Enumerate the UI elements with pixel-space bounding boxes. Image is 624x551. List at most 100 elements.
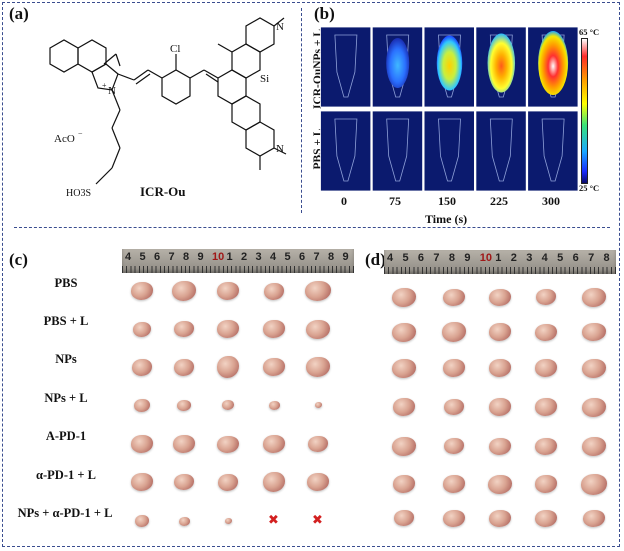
tumor bbox=[177, 399, 191, 411]
temp-max-label: 65 °C bbox=[579, 27, 600, 37]
tumor bbox=[489, 359, 511, 377]
tumor bbox=[582, 323, 606, 341]
tumor bbox=[217, 435, 239, 453]
tumor bbox=[393, 475, 415, 493]
indole-ring bbox=[91, 63, 119, 91]
tumor bbox=[392, 358, 416, 378]
charge-minus: − bbox=[78, 129, 83, 138]
tumor bbox=[444, 438, 464, 454]
tumor bbox=[392, 322, 416, 342]
ruler-number: 8 bbox=[603, 252, 610, 264]
missing-tumor-mark: ✖ bbox=[312, 513, 323, 528]
tumor bbox=[489, 509, 511, 527]
tumor bbox=[222, 400, 234, 410]
tumor bbox=[264, 282, 284, 300]
thermal-cell bbox=[423, 110, 475, 191]
thermal-cell bbox=[320, 110, 372, 191]
temp-min-label: 25 °C bbox=[579, 183, 600, 193]
thermal-cell bbox=[320, 27, 372, 108]
ruler-number: 7 bbox=[168, 251, 175, 263]
ruler-number: 7 bbox=[588, 252, 595, 264]
tumor bbox=[314, 402, 322, 408]
counter-ion: AcO bbox=[54, 133, 75, 145]
thermal-cell bbox=[475, 110, 527, 191]
tumor bbox=[392, 287, 416, 307]
ruler-number: 10 bbox=[212, 251, 225, 263]
ruler-number: 3 bbox=[526, 252, 533, 264]
atom-n3: N bbox=[276, 143, 284, 155]
group-label: NPs + L bbox=[44, 391, 88, 405]
group-label: NPs bbox=[55, 352, 77, 366]
ruler-number: 4 bbox=[541, 252, 548, 264]
tumor bbox=[173, 435, 195, 453]
heat-blob bbox=[538, 31, 569, 95]
tumor bbox=[394, 510, 414, 526]
ruler-number: 6 bbox=[572, 252, 579, 264]
ruler-number: 6 bbox=[299, 251, 306, 263]
tumor bbox=[178, 516, 190, 526]
ruler-number: 9 bbox=[342, 251, 349, 263]
dihydroquinoline-bottom bbox=[245, 121, 275, 157]
dihydroquinoline-top bbox=[245, 17, 275, 53]
tumor bbox=[134, 398, 150, 412]
ruler-number: 1 bbox=[226, 251, 233, 263]
time-axis-title: Time (s) bbox=[425, 212, 468, 226]
group-label: PBS + L bbox=[43, 314, 89, 328]
horizontal-separator bbox=[14, 227, 610, 228]
tumor bbox=[308, 436, 328, 452]
tumor bbox=[489, 323, 511, 341]
tumor bbox=[583, 509, 605, 527]
tube-outline bbox=[386, 118, 410, 182]
tube-outline bbox=[541, 118, 565, 182]
tumor bbox=[489, 398, 511, 416]
tumor bbox=[582, 436, 606, 456]
tumor bbox=[131, 282, 153, 300]
tumor bbox=[489, 437, 511, 455]
ruler-number: 8 bbox=[183, 251, 190, 263]
group-label: NPs + α-PD-1 + L bbox=[17, 506, 113, 520]
tumor bbox=[392, 436, 416, 456]
tumor bbox=[224, 518, 232, 524]
ruler-number: 4 bbox=[125, 251, 132, 263]
ruler-number: 8 bbox=[328, 251, 335, 263]
heat-blob bbox=[386, 38, 410, 88]
tumor bbox=[217, 320, 239, 338]
molecule-name: ICR-Ou bbox=[140, 184, 186, 199]
tumor bbox=[582, 287, 606, 307]
temperature-colorbar bbox=[581, 38, 588, 184]
ruler-number: 7 bbox=[433, 252, 440, 264]
ruler-d: 4 5 6 7 8 9 10 1 2 3 4 5 6 7 8 bbox=[384, 250, 616, 274]
chemical-structure: N + Cl Si N N AcO − HO3S ICR-Ou bbox=[49, 17, 287, 199]
ruler-number: 6 bbox=[154, 251, 161, 263]
time-tick-300: 300 bbox=[542, 194, 560, 208]
charge-plus: + bbox=[102, 81, 107, 90]
missing-tumor-mark: ✖ bbox=[268, 513, 279, 528]
ruler-number: 6 bbox=[417, 252, 425, 264]
tube-outline bbox=[489, 118, 513, 182]
ruler-number: 5 bbox=[139, 251, 146, 263]
ruler-number: 5 bbox=[402, 252, 409, 264]
tumor bbox=[172, 281, 196, 301]
naphthyl-ring-2 bbox=[77, 39, 107, 73]
tumor bbox=[488, 474, 512, 494]
panel-label-d: (d) bbox=[365, 250, 386, 269]
ruler-number: 5 bbox=[557, 252, 564, 264]
atom-cl: Cl bbox=[170, 43, 180, 55]
tumor bbox=[131, 435, 153, 453]
tumor bbox=[135, 515, 149, 527]
tumor bbox=[174, 321, 194, 337]
thermal-cell bbox=[371, 110, 423, 191]
tumor bbox=[268, 400, 280, 410]
ruler-number: 3 bbox=[255, 251, 262, 263]
heat-blob bbox=[436, 35, 463, 91]
tumor bbox=[174, 474, 194, 490]
tumor bbox=[535, 509, 557, 527]
tumor bbox=[263, 320, 285, 338]
group-label: α-PD-1 + L bbox=[36, 468, 96, 482]
tumor bbox=[535, 437, 557, 455]
tumor bbox=[217, 356, 239, 378]
ruler-number: 5 bbox=[284, 251, 291, 263]
figure-frame bbox=[2, 2, 620, 547]
group-label: PBS bbox=[54, 276, 78, 290]
ruler-number: 7 bbox=[313, 251, 320, 263]
